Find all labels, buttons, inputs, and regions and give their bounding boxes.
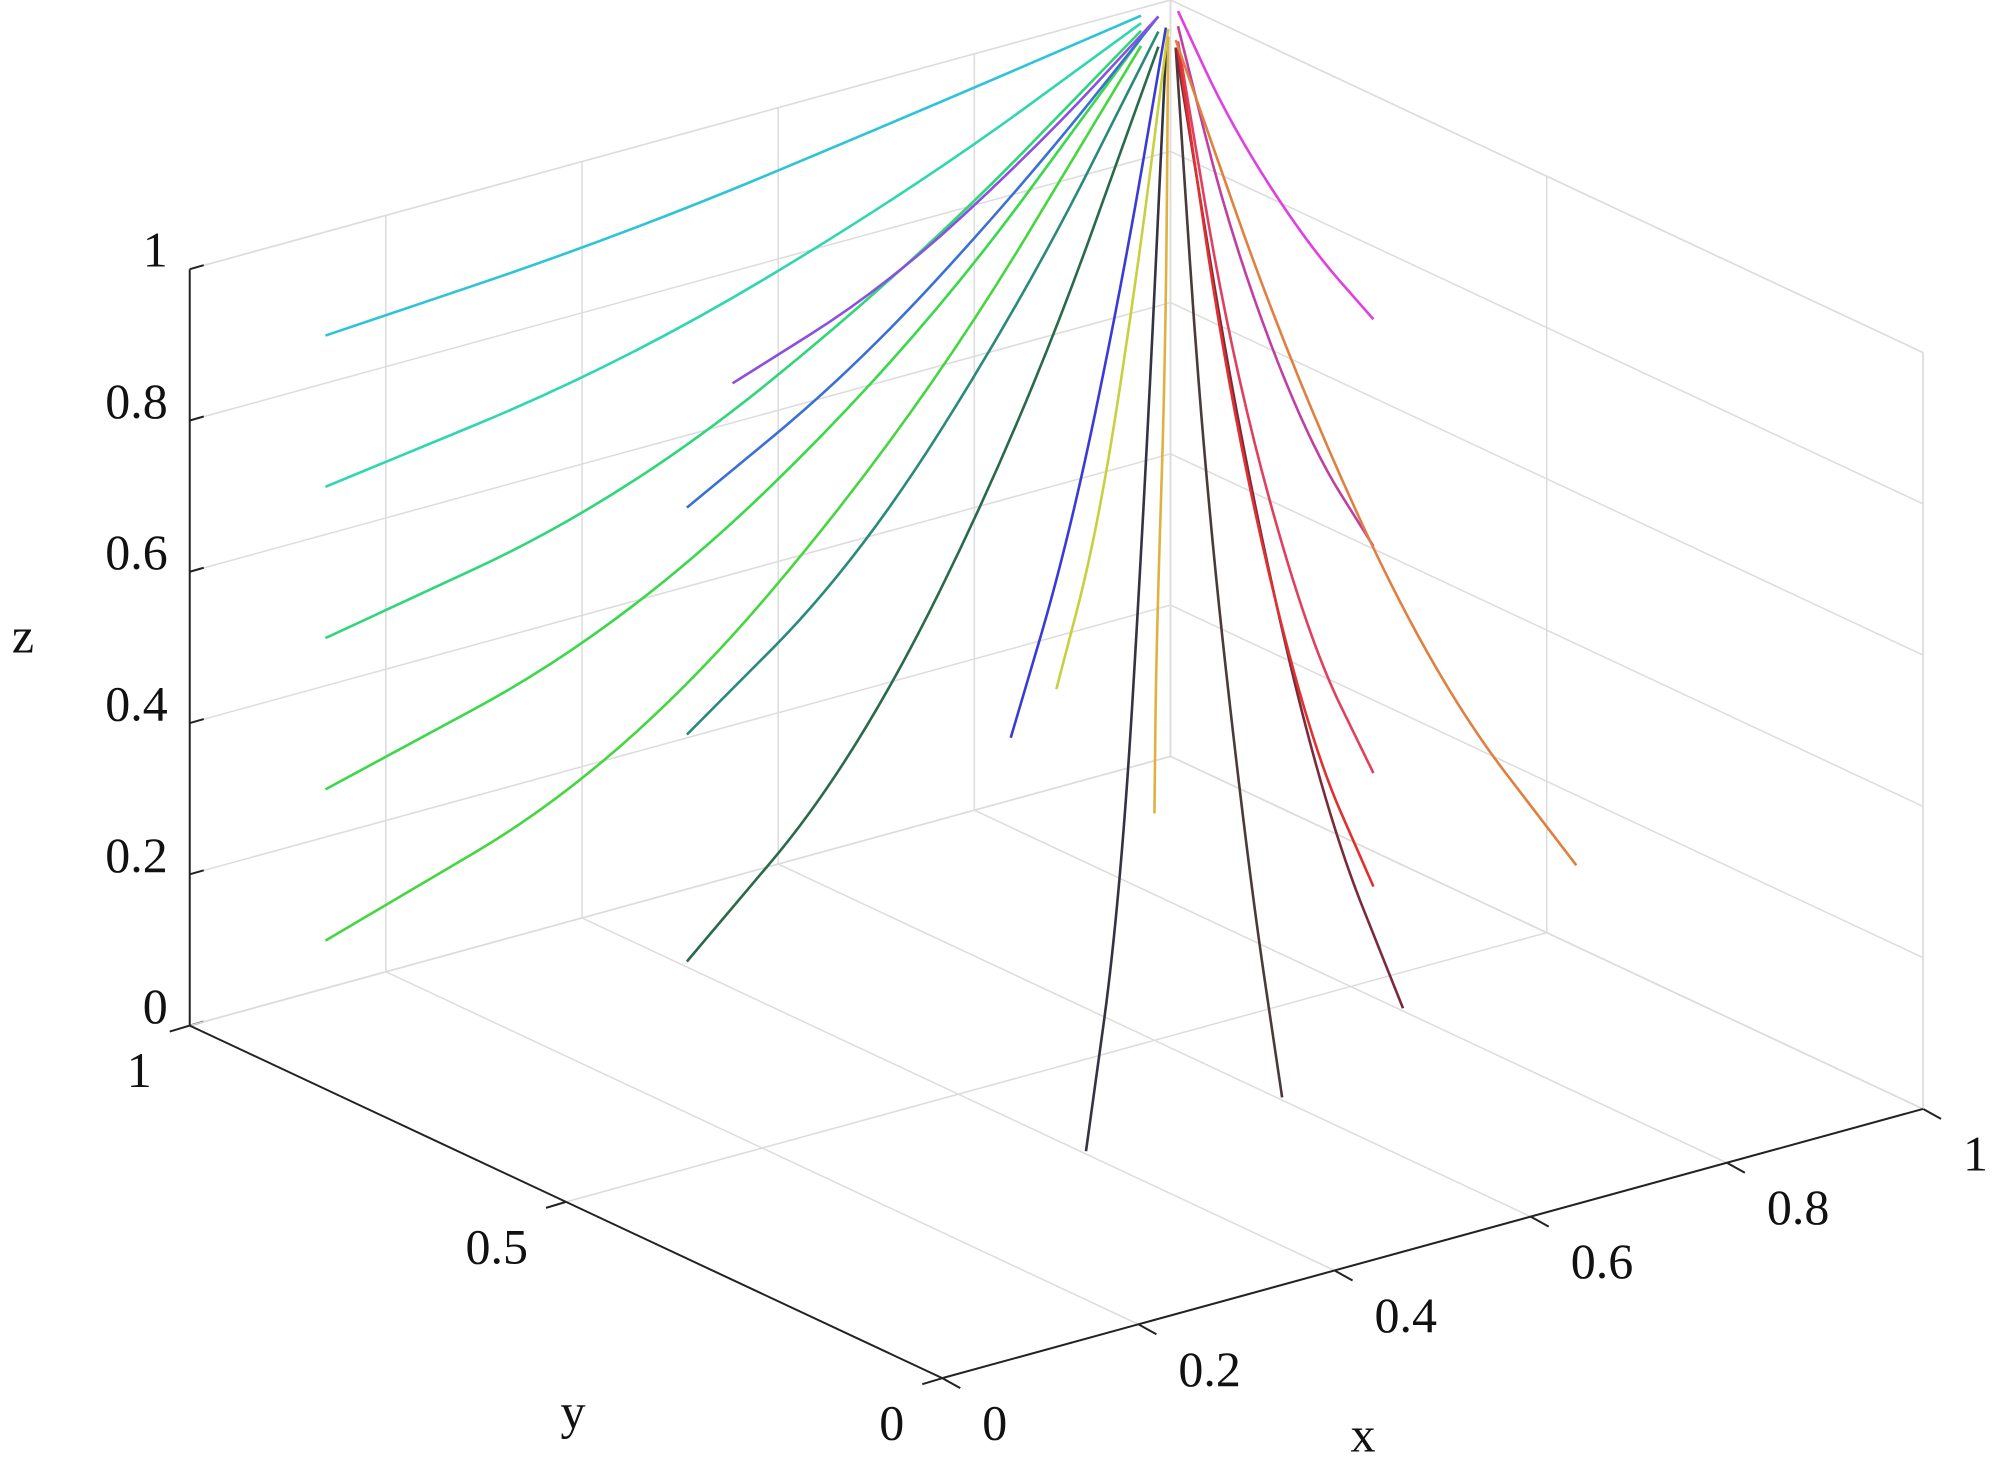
trajectory (1176, 48, 1375, 888)
tick-mark (189, 718, 205, 725)
trajectory (731, 15, 1160, 385)
tick-mark (189, 869, 205, 876)
tick-mark (1334, 1269, 1354, 1282)
trajectory (324, 45, 1143, 942)
x-tick-label: 0.2 (1178, 1341, 1241, 1397)
grid-line (189, 755, 1171, 1027)
trajectory (325, 14, 1142, 337)
z-tick-label: 1 (143, 222, 168, 278)
tick-mark (169, 1024, 191, 1033)
trajectory (1084, 50, 1168, 1152)
grid-line (189, 604, 1171, 876)
trajectory (324, 29, 1142, 640)
x-axis (942, 1107, 1924, 1380)
x-axis-title: x (1351, 1406, 1376, 1462)
y-tick-label: 0 (879, 1395, 904, 1451)
z-tick-label: 0.2 (105, 827, 168, 883)
z-tick-label: 0 (143, 978, 168, 1034)
trajectory (685, 31, 1160, 736)
trajectory (685, 46, 1160, 963)
trajectory (1174, 47, 1284, 1098)
trajectory (1176, 41, 1375, 774)
trajectory (1009, 27, 1168, 739)
tick-mark (941, 1377, 961, 1390)
tick-mark (189, 264, 205, 271)
tick-mark (1922, 1108, 1942, 1120)
z-axis-title: z (12, 607, 34, 663)
trajectory (1055, 28, 1170, 690)
tick-mark (189, 415, 205, 422)
trajectory (1176, 10, 1375, 321)
grid-line (565, 931, 1547, 1203)
trajectory (324, 22, 1142, 489)
tick-mark (921, 1377, 943, 1386)
trajectory (1153, 36, 1170, 814)
tick-mark (1726, 1161, 1746, 1174)
trajectory (1174, 47, 1405, 1009)
grid-line (189, 301, 1171, 573)
grid-line (189, 0, 1171, 270)
trajectory (1176, 25, 1375, 547)
z-tick-label: 0.4 (105, 676, 168, 732)
y-tick-label: 1 (127, 1042, 152, 1098)
y-tick-label: 0.5 (466, 1218, 529, 1274)
tick-mark (545, 1200, 567, 1209)
grid-line (189, 150, 1171, 422)
y-axis-title: y (561, 1383, 586, 1439)
grid-line (189, 453, 1171, 724)
z-tick-label: 0.6 (105, 524, 168, 580)
x-tick-label: 0.6 (1571, 1233, 1634, 1289)
x-tick-label: 0.4 (1375, 1287, 1438, 1343)
x-tick-label: 1 (1963, 1125, 1988, 1181)
trajectory (324, 37, 1143, 791)
x-tick-label: 0 (982, 1395, 1007, 1451)
z-tick-label: 0.8 (105, 373, 168, 429)
x-tick-label: 0.8 (1767, 1179, 1830, 1235)
tick-mark (1137, 1323, 1157, 1336)
tick-mark (1530, 1215, 1550, 1228)
trajectory (686, 15, 1160, 509)
y-axis (189, 1024, 943, 1380)
trajectory (1174, 39, 1578, 867)
tick-mark (189, 566, 205, 573)
